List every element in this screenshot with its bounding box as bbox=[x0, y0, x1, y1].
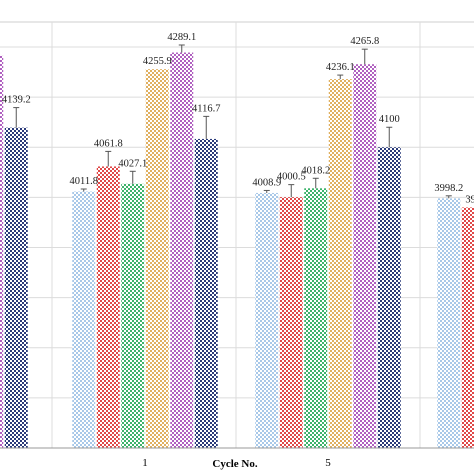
bar-layer bbox=[0, 52, 474, 449]
data-label: 4011.8 bbox=[70, 176, 99, 187]
bar bbox=[461, 207, 474, 448]
data-label: 4116.7 bbox=[192, 103, 221, 114]
error-bar bbox=[445, 195, 452, 199]
bar bbox=[4, 127, 28, 448]
data-label: 4255.9 bbox=[143, 56, 172, 67]
bar bbox=[72, 191, 96, 449]
error-bar bbox=[337, 74, 344, 80]
data-label: 4289.1 bbox=[167, 32, 196, 43]
bar bbox=[170, 52, 194, 449]
bar bbox=[194, 138, 218, 448]
error-bar bbox=[288, 184, 295, 198]
data-label: 4139.2 bbox=[2, 95, 31, 106]
bar bbox=[96, 166, 120, 448]
bar bbox=[279, 197, 303, 448]
data-label: 3998.2 bbox=[434, 183, 463, 194]
error-bar-layer bbox=[13, 44, 452, 199]
bar bbox=[145, 69, 169, 448]
data-label-layer: 4011.8 4008.9 3998.2 4061.8 4000.5 398 4027.1 4… bbox=[2, 32, 474, 205]
bar bbox=[377, 147, 401, 448]
data-label: 4061.8 bbox=[94, 138, 123, 149]
error-bar bbox=[129, 170, 136, 184]
bar bbox=[121, 183, 145, 448]
data-label: 4000.5 bbox=[277, 172, 306, 183]
error-bar bbox=[105, 150, 112, 167]
data-label: 4027.1 bbox=[118, 158, 147, 169]
grid-layer bbox=[0, 21, 474, 448]
error-bar bbox=[386, 126, 393, 148]
x-axis-title: Cycle No. bbox=[212, 458, 257, 470]
data-label: 4100 bbox=[379, 114, 400, 125]
data-label: 398 bbox=[465, 194, 474, 205]
error-bar bbox=[312, 177, 319, 189]
error-bar bbox=[13, 107, 20, 128]
bar bbox=[437, 198, 461, 448]
error-bar bbox=[178, 44, 185, 53]
bar bbox=[304, 188, 328, 449]
bar bbox=[328, 79, 352, 449]
error-bar bbox=[203, 115, 210, 139]
x-tick-label: 5 bbox=[325, 457, 331, 469]
data-label: 4008.9 bbox=[252, 177, 281, 188]
bar bbox=[255, 192, 279, 448]
bar bbox=[0, 55, 4, 449]
data-label: 4018.2 bbox=[301, 165, 330, 176]
error-bar bbox=[80, 188, 87, 192]
bar bbox=[353, 64, 377, 448]
error-bar bbox=[263, 189, 270, 193]
error-bar bbox=[361, 48, 368, 65]
data-label: 4236.1 bbox=[326, 62, 355, 73]
x-tick-label: 1 bbox=[142, 457, 148, 469]
data-label: 4265.8 bbox=[350, 36, 379, 47]
